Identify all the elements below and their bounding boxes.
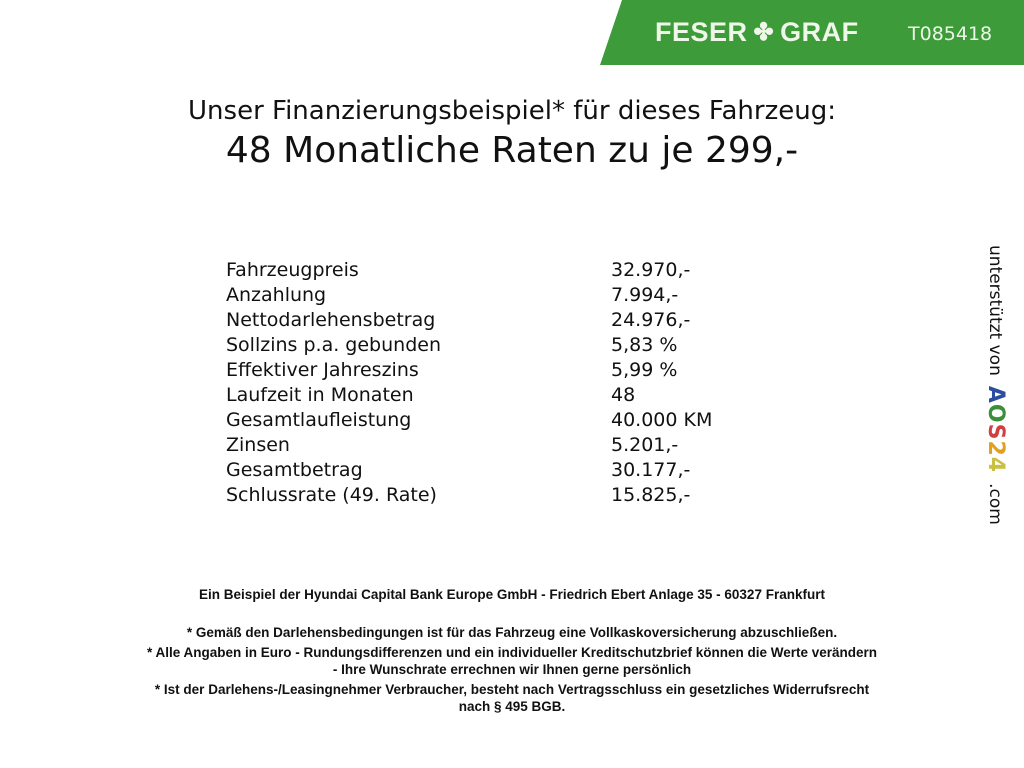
title-line2: 48 Monatliche Raten zu je 299,- bbox=[225, 130, 799, 171]
row-value: 15.825,- bbox=[611, 484, 691, 506]
row-value: 40.000 KM bbox=[611, 409, 713, 431]
supported-by: unterstützt von AOS24 .com bbox=[983, 245, 1008, 525]
bank-info: Ein Beispiel der Hyundai Capital Bank Eu… bbox=[199, 587, 825, 602]
table-row: Anzahlung 7.994,- bbox=[226, 283, 712, 308]
row-label: Anzahlung bbox=[226, 284, 327, 306]
footnote-1: * Gemäß den Darlehensbedingungen ist für… bbox=[186, 625, 838, 640]
supported-by-text: unterstützt von bbox=[985, 245, 1006, 376]
row-label: Schlussrate (49. Rate) bbox=[226, 484, 437, 506]
brand-left: FESER bbox=[655, 17, 748, 47]
clover-icon: ✤ bbox=[753, 18, 775, 46]
brand-right: GRAF bbox=[780, 17, 859, 47]
row-value: 5,99 % bbox=[611, 359, 678, 381]
supported-by-suffix: .com bbox=[985, 483, 1006, 525]
table-row: Nettodarlehensbetrag 24.976,- bbox=[226, 308, 712, 333]
footnote-2a: * Alle Angaben in Euro - Rundungsdiffere… bbox=[146, 645, 878, 660]
vehicle-code: T085418 bbox=[908, 23, 993, 45]
row-label: Gesamtbetrag bbox=[226, 459, 363, 481]
row-value: 24.976,- bbox=[611, 309, 691, 331]
table-row: Effektiver Jahreszins 5,99 % bbox=[226, 358, 712, 383]
table-row: Zinsen 5.201,- bbox=[226, 433, 712, 458]
row-label: Gesamtlaufleistung bbox=[226, 409, 412, 431]
table-row: Sollzins p.a. gebunden 5,83 % bbox=[226, 333, 712, 358]
row-label: Zinsen bbox=[226, 434, 290, 456]
table-row: Laufzeit in Monaten 48 bbox=[226, 383, 712, 408]
footnote-2b: - Ihre Wunschrate errechnen wir Ihnen ge… bbox=[332, 662, 692, 677]
table-row: Gesamtlaufleistung 40.000 KM bbox=[226, 408, 712, 433]
footnote-3a: * Ist der Darlehens-/Leasingnehmer Verbr… bbox=[154, 682, 870, 697]
table-row: Gesamtbetrag 30.177,- bbox=[226, 458, 712, 483]
finance-table: Fahrzeugpreis 32.970,- Anzahlung 7.994,- N… bbox=[226, 258, 712, 508]
row-value: 5,83 % bbox=[611, 334, 678, 356]
row-value: 7.994,- bbox=[611, 284, 679, 306]
row-label: Effektiver Jahreszins bbox=[226, 359, 419, 381]
row-value: 32.970,- bbox=[611, 259, 691, 281]
header-banner bbox=[600, 0, 1024, 65]
aos24-logo: AOS24 bbox=[983, 385, 1008, 474]
brand-logo: FESER ✤ GRAF bbox=[655, 17, 859, 48]
footnote-3b: nach § 495 BGB. bbox=[458, 699, 566, 714]
title-line1: Unser Finanzierungsbeispiel* für dieses … bbox=[188, 96, 836, 126]
row-label: Nettodarlehensbetrag bbox=[226, 309, 436, 331]
table-row: Schlussrate (49. Rate) 15.825,- bbox=[226, 483, 712, 508]
row-label: Fahrzeugpreis bbox=[226, 259, 359, 281]
row-label: Sollzins p.a. gebunden bbox=[226, 334, 441, 356]
row-value: 48 bbox=[611, 384, 636, 406]
row-value: 30.177,- bbox=[611, 459, 691, 481]
row-label: Laufzeit in Monaten bbox=[226, 384, 414, 406]
row-value: 5.201,- bbox=[611, 434, 679, 456]
table-row: Fahrzeugpreis 32.970,- bbox=[226, 258, 712, 283]
